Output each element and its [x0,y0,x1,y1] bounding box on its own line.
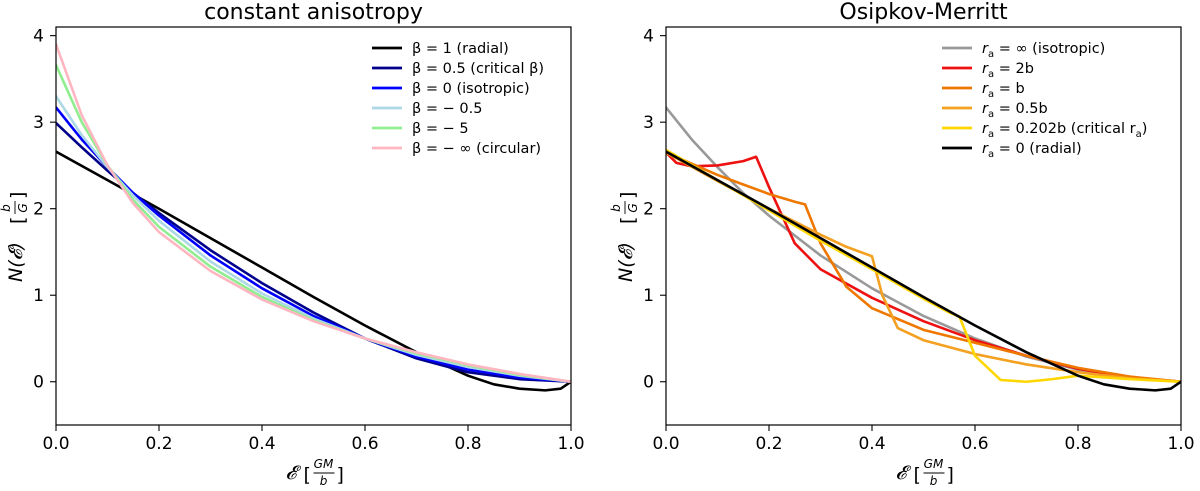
chart0-series-line-4 [56,63,571,384]
chart1-series-line-5 [666,150,1181,392]
chart1-xtick-label-5: 1.0 [1167,434,1194,454]
chart0-xlabel-bracket-close: ] [337,464,344,486]
chart0-ylabel-symbol: N(𝓔) [5,242,27,282]
chart1-legend-label-2: ra = b [982,81,1025,100]
chart0-ytick-label-3: 3 [33,113,44,133]
chart1-xlabel-unit-num: GM [924,457,944,471]
chart0-ylabel-bracket-close: ] [7,192,29,199]
chart0-xlabel: 𝓔[GM b] [286,457,344,488]
chart1-xtick-label-3: 0.6 [961,434,988,454]
chart1-ylabel-unit-num: b [609,204,623,212]
chart1-ylabel-bracket-close: ] [617,192,639,199]
chart1-ytick-label-2: 2 [643,200,654,220]
chart1-xlabel-bracket-open: [ [914,464,921,486]
chart1-legend-label-1: ra = 2b [982,61,1034,80]
chart0-ylabel-unit-num: b [0,204,13,212]
chart1-legend-label-5: ra = 0 (radial) [982,141,1082,160]
chart0-legend-label-0: β = 1 (radial) [412,41,509,57]
chart1-series-line-3 [666,151,1181,384]
chart1-frame [665,26,1182,426]
chart1-xtick-label-4: 0.8 [1064,434,1091,454]
chart0-legend-label-1: β = 0.5 (critical β) [412,61,544,77]
chart1-ylabel-symbol: N(𝓔) [615,242,637,282]
chart1-legend-label-0: ra = ∞ (isotropic) [982,41,1105,60]
chart0-series-line-5 [56,42,571,384]
chart1-ytick-label-1: 1 [643,286,654,306]
chart1-series-group [666,106,1181,392]
chart1-xtick-label-2: 0.4 [858,434,885,454]
chart0-ytick-label-4: 4 [33,27,44,47]
chart0-panel: constant anisotropy 0.0 0.2 0.4 0.6 0.8 1.0 0 1 2… [0,0,585,488]
chart1-legend-label-4: ra = 0.202b (critical ra) [982,121,1147,140]
chart0-legend-label-2: β = 0 (isotropic) [412,81,530,97]
chart0-title: constant anisotropy [204,0,423,25]
chart0-legend-label-3: β = − 0.5 [412,101,482,117]
chart1-xlabel: 𝓔[GM b] [896,457,954,488]
chart0-ytick-label-1: 1 [33,286,44,306]
chart0-legend-label-5: β = − ∞ (circular) [412,141,541,157]
chart0-xlabel-unit-num: GM [314,457,334,471]
chart0-xtick-label-2: 0.4 [248,434,275,454]
chart0-xtick-label-4: 0.8 [454,434,481,454]
chart0-xtick-label-0: 0.0 [42,434,69,454]
chart0-frame [55,26,572,426]
chart0-xtick-label-3: 0.6 [351,434,378,454]
chart0-ytick-label-0: 0 [33,373,44,393]
chart1-ytick-label-4: 4 [643,27,654,47]
chart0-ylabel-unit-den: G [16,203,30,212]
chart0-xlabel-symbol: 𝓔 [286,462,302,484]
chart0-xtick-label-5: 1.0 [557,434,584,454]
chart0-series-group [56,42,571,392]
chart1-legend-label-3: ra = 0.5b [982,101,1048,120]
chart0-ytick-label-2: 2 [33,200,44,220]
chart1-xtick-label-1: 0.2 [755,434,782,454]
chart0-legend: β = 1 (radial) β = 0.5 (critical β) β = 0 … [372,41,544,157]
chart0-ylabel-bracket-open: [ [7,217,29,224]
chart0-xlabel-unit-den: b [320,474,328,488]
chart1-xlabel-unit-den: b [930,474,938,488]
chart0-ylabel: N(𝓔) [ b G] [0,192,30,282]
chart1-ylabel-unit-den: G [626,203,640,212]
chart1-ylabel-bracket-open: [ [617,217,639,224]
chart1-ylabel: N(𝓔) [ b G] [609,192,640,282]
chart0-series-line-3 [56,94,571,384]
chart1-xlabel-symbol: 𝓔 [896,462,912,484]
chart1-ytick-label-0: 0 [643,373,654,393]
chart1-title: Osipkov-Merritt [839,0,1008,25]
chart0-xlabel-bracket-open: [ [304,464,311,486]
chart0-xtick-label-1: 0.2 [145,434,172,454]
chart0-series-line-0 [56,150,571,392]
chart0-legend-label-4: β = − 5 [412,121,469,137]
chart1-series-line-2 [666,151,1181,384]
chart1-xlabel-bracket-close: ] [947,464,954,486]
chart1-xtick-label-0: 0.0 [652,434,679,454]
chart1-series-line-1 [666,151,1181,384]
chart1-ytick-label-3: 3 [643,113,654,133]
chart0-series-line-1 [56,121,571,384]
